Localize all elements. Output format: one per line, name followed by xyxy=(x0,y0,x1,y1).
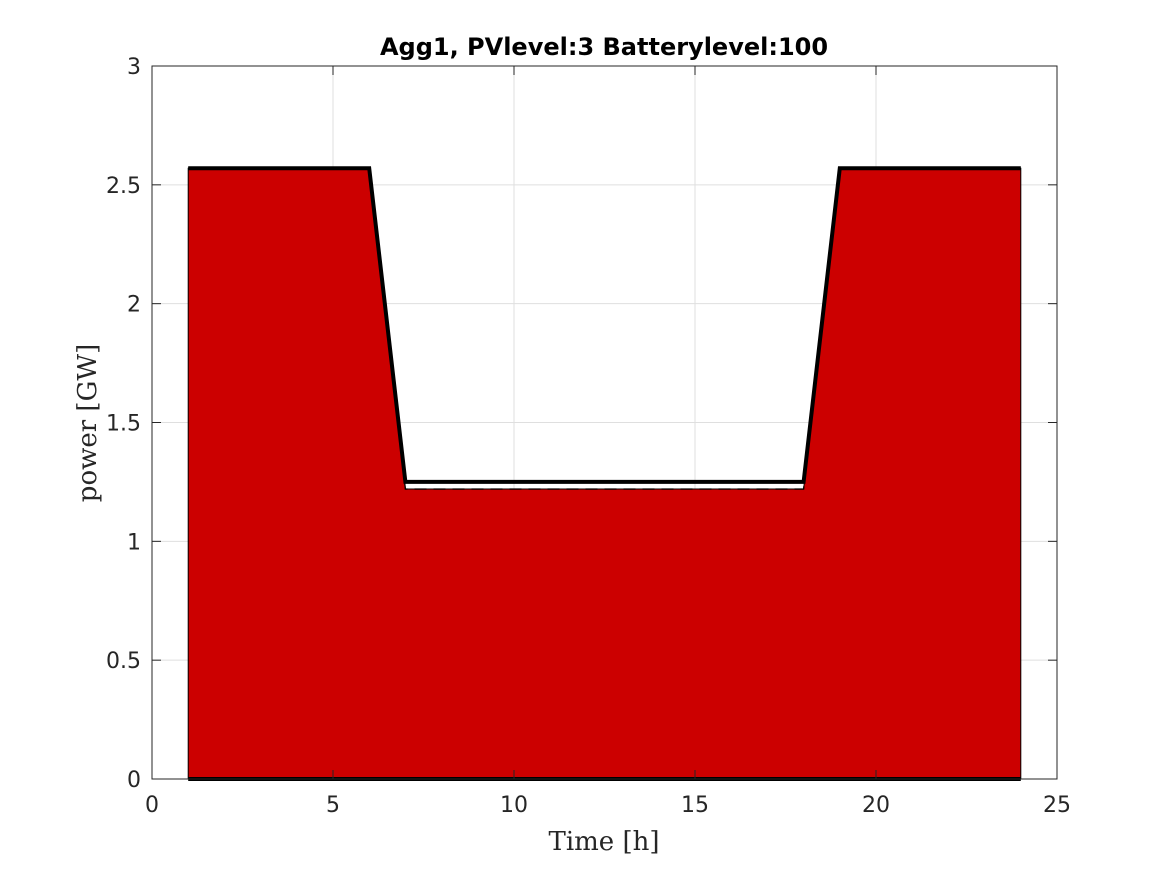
area-series-0 xyxy=(187,167,1022,780)
y-tick-label: 3 xyxy=(127,55,141,80)
x-tick-label: 5 xyxy=(326,793,340,818)
y-axis-label: power [GW] xyxy=(73,344,103,502)
x-tick-label: 15 xyxy=(681,793,709,818)
series-layer xyxy=(187,166,1022,781)
x-tick-label: 10 xyxy=(500,793,528,818)
chart-title: Agg1, PVlevel:3 Batterylevel:100 xyxy=(380,33,828,61)
x-tick-label: 20 xyxy=(862,793,890,818)
y-tick-label: 2.5 xyxy=(106,174,141,199)
x-tick-label: 0 xyxy=(145,793,159,818)
tick-layer: 0 5 10 15 20 25 0 0.5 1 1.5 2 2.5 3 xyxy=(106,55,1071,818)
y-tick-label: 0 xyxy=(127,768,141,793)
y-tick-label: 1 xyxy=(127,530,141,555)
x-axis-label: Time [h] xyxy=(549,827,660,857)
dashed-series-2 xyxy=(188,167,1021,490)
x-tick-label: 25 xyxy=(1043,793,1071,818)
y-tick-label: 0.5 xyxy=(106,649,141,674)
y-tick-label: 1.5 xyxy=(106,412,141,437)
y-tick-label: 2 xyxy=(127,293,141,318)
